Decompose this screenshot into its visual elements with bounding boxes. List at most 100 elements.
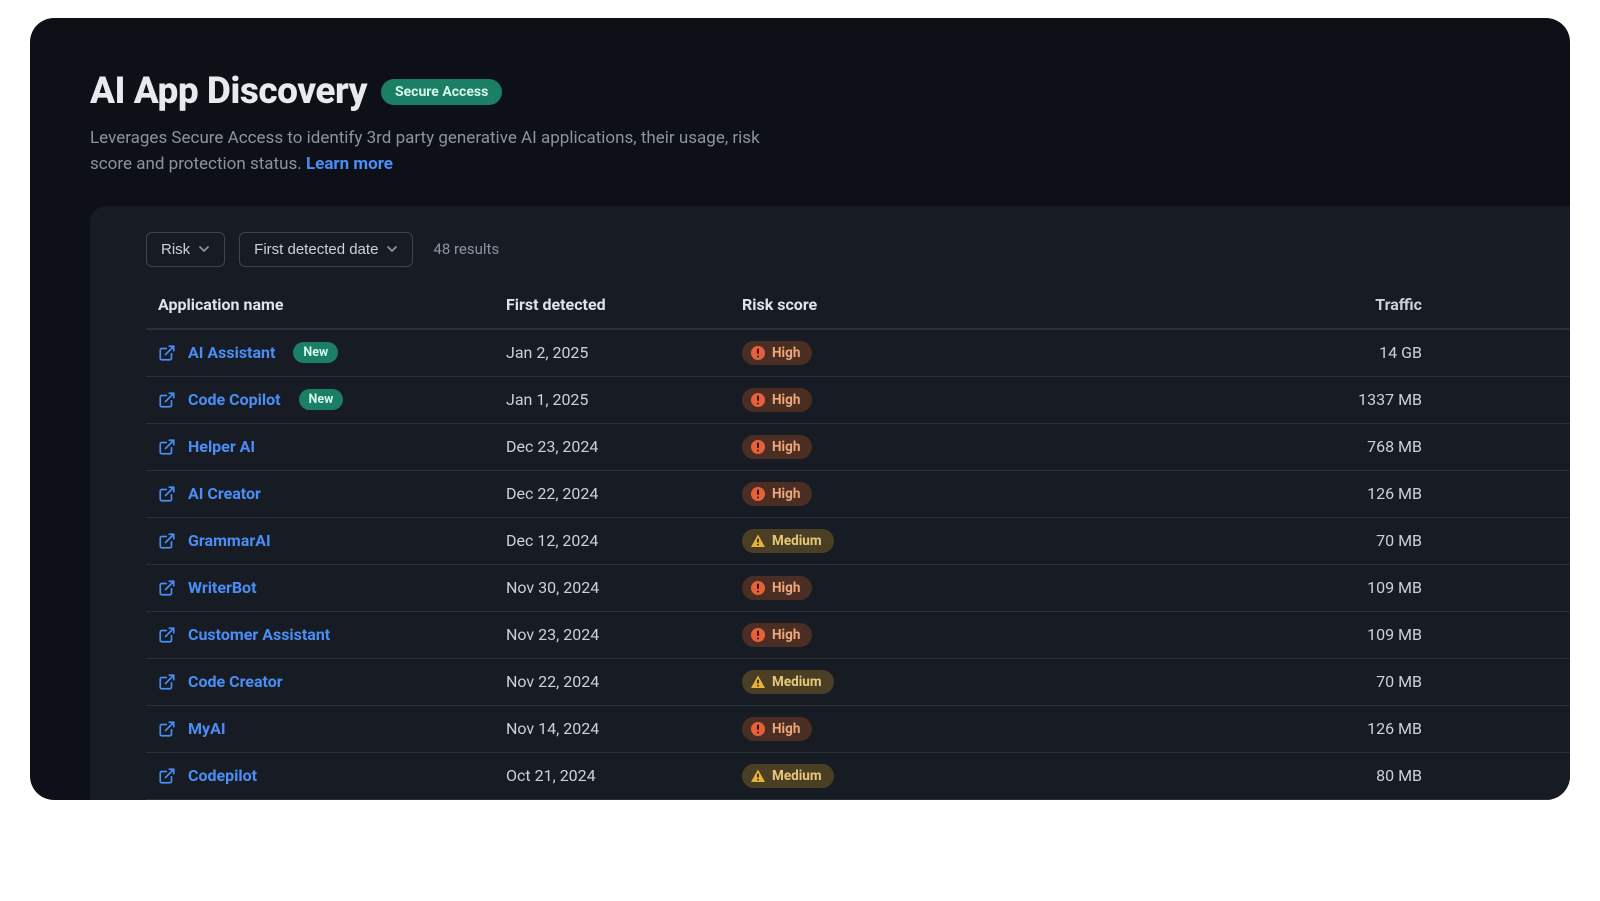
cell-app-name: WriterBot bbox=[146, 564, 506, 611]
app-link[interactable]: AI Creator bbox=[188, 484, 261, 503]
alert-triangle-icon bbox=[750, 768, 766, 784]
external-link-icon[interactable] bbox=[158, 532, 176, 550]
filter-risk-button[interactable]: Risk bbox=[146, 232, 225, 267]
risk-label: High bbox=[772, 439, 800, 455]
external-link-icon[interactable] bbox=[158, 767, 176, 785]
risk-label: High bbox=[772, 345, 800, 361]
results-count: 48 results bbox=[433, 240, 499, 258]
table-row[interactable]: GrammarAIDec 12, 2024Medium70 MB bbox=[146, 517, 1570, 564]
external-link-icon[interactable] bbox=[158, 720, 176, 738]
app-link[interactable]: WriterBot bbox=[188, 578, 257, 597]
filter-date-button[interactable]: First detected date bbox=[239, 232, 413, 267]
app-link[interactable]: Code Creator bbox=[188, 672, 283, 691]
content-card: Risk First detected date 48 results Appl… bbox=[90, 206, 1570, 800]
alert-circle-icon bbox=[750, 439, 766, 455]
risk-badge: High bbox=[742, 341, 812, 365]
cell-app-name: GrammarAI bbox=[146, 517, 506, 564]
table-row[interactable]: AI Creator Dec 22, 2024High 126 MB bbox=[146, 470, 1570, 517]
cell-first-detected: Dec 23, 2024 bbox=[506, 423, 742, 470]
alert-circle-icon bbox=[750, 486, 766, 502]
risk-label: High bbox=[772, 580, 800, 596]
cell-app-name: Customer Assistant bbox=[146, 611, 506, 658]
app-link[interactable]: Customer Assistant bbox=[188, 625, 330, 644]
alert-circle-icon bbox=[750, 345, 766, 361]
cell-first-detected: Nov 30, 2024 bbox=[506, 564, 742, 611]
alert-triangle-icon bbox=[750, 674, 766, 690]
risk-label: Medium bbox=[772, 768, 822, 784]
chevron-down-icon bbox=[198, 243, 210, 255]
risk-label: High bbox=[772, 627, 800, 643]
risk-badge: Medium bbox=[742, 670, 834, 694]
cell-risk-score: Medium bbox=[742, 752, 1172, 799]
panel: AI App Discovery Secure Access Leverages… bbox=[30, 18, 1570, 800]
title-row: AI App Discovery Secure Access bbox=[90, 70, 1510, 113]
external-link-icon[interactable] bbox=[158, 485, 176, 503]
table-row[interactable]: CodepilotOct 21, 2024Medium80 MB bbox=[146, 752, 1570, 799]
cell-risk-score: High bbox=[742, 470, 1172, 517]
cell-app-name: Helper AI bbox=[146, 423, 506, 470]
cell-risk-score: High bbox=[742, 329, 1172, 377]
cell-first-detected: Jan 1, 2025 bbox=[506, 376, 742, 423]
secure-access-badge: Secure Access bbox=[381, 79, 502, 105]
external-link-icon[interactable] bbox=[158, 344, 176, 362]
table-row[interactable]: MyAINov 14, 2024High126 MB bbox=[146, 705, 1570, 752]
cell-app-name: Codepilot bbox=[146, 752, 506, 799]
filter-risk-label: Risk bbox=[161, 241, 190, 258]
cell-traffic: 70 MB bbox=[1172, 658, 1570, 705]
col-header-date[interactable]: First detected bbox=[506, 285, 742, 329]
learn-more-link[interactable]: Learn more bbox=[306, 154, 393, 174]
table-row[interactable]: Code Creator Nov 22, 2024Medium 70 MB bbox=[146, 658, 1570, 705]
table-row[interactable]: Code CopilotNewJan 1, 2025High1337 MB bbox=[146, 376, 1570, 423]
alert-circle-icon bbox=[750, 627, 766, 643]
cell-app-name: AI Assistant New bbox=[146, 329, 506, 377]
risk-badge: High bbox=[742, 482, 812, 506]
external-link-icon[interactable] bbox=[158, 673, 176, 691]
cell-first-detected: Jan 2, 2025 bbox=[506, 329, 742, 377]
app-link[interactable]: Codepilot bbox=[188, 766, 257, 785]
external-link-icon[interactable] bbox=[158, 579, 176, 597]
cell-traffic: 126 MB bbox=[1172, 470, 1570, 517]
table-row[interactable]: Helper AI Dec 23, 2024 High 768 MB bbox=[146, 423, 1570, 470]
app-link[interactable]: Helper AI bbox=[188, 437, 255, 456]
table-row[interactable]: WriterBotNov 30, 2024High109 MB bbox=[146, 564, 1570, 611]
col-header-name[interactable]: Application name bbox=[146, 285, 506, 329]
alert-triangle-icon bbox=[750, 533, 766, 549]
risk-label: Medium bbox=[772, 533, 822, 549]
app-link[interactable]: MyAI bbox=[188, 719, 226, 738]
new-badge: New bbox=[293, 342, 338, 363]
cell-first-detected: Nov 14, 2024 bbox=[506, 705, 742, 752]
external-link-icon[interactable] bbox=[158, 626, 176, 644]
app-link[interactable]: GrammarAI bbox=[188, 531, 271, 550]
cell-app-name: Code CopilotNew bbox=[146, 376, 506, 423]
col-header-risk[interactable]: Risk score bbox=[742, 285, 1172, 329]
apps-table: Application name First detected Risk sco… bbox=[146, 285, 1570, 800]
cell-first-detected: Dec 22, 2024 bbox=[506, 470, 742, 517]
table-row[interactable]: AI AssistantNewJan 2, 2025High14 GB bbox=[146, 329, 1570, 377]
external-link-icon[interactable] bbox=[158, 438, 176, 456]
cell-traffic: 768 MB bbox=[1172, 423, 1570, 470]
cell-app-name: Code Creator bbox=[146, 658, 506, 705]
app-link[interactable]: AI Assistant bbox=[188, 343, 275, 362]
external-link-icon[interactable] bbox=[158, 391, 176, 409]
header: AI App Discovery Secure Access Leverages… bbox=[30, 18, 1570, 206]
cell-risk-score: Medium bbox=[742, 658, 1172, 705]
filter-date-label: First detected date bbox=[254, 241, 378, 258]
cell-first-detected: Oct 21, 2024 bbox=[506, 752, 742, 799]
cell-risk-score: High bbox=[742, 564, 1172, 611]
risk-badge: High bbox=[742, 576, 812, 600]
risk-badge: High bbox=[742, 435, 812, 459]
page-title: AI App Discovery bbox=[90, 70, 367, 113]
cell-app-name: MyAI bbox=[146, 705, 506, 752]
cell-traffic: 109 MB bbox=[1172, 611, 1570, 658]
table-row[interactable]: Customer AssistantNov 23, 2024High109 MB bbox=[146, 611, 1570, 658]
cell-first-detected: Nov 22, 2024 bbox=[506, 658, 742, 705]
cell-first-detected: Dec 12, 2024 bbox=[506, 517, 742, 564]
cell-risk-score: High bbox=[742, 611, 1172, 658]
toolbar: Risk First detected date 48 results bbox=[90, 232, 1570, 267]
subtitle-text: Leverages Secure Access to identify 3rd … bbox=[90, 128, 760, 174]
cell-risk-score: High bbox=[742, 423, 1172, 470]
cell-app-name: AI Creator bbox=[146, 470, 506, 517]
cell-traffic: 126 MB bbox=[1172, 705, 1570, 752]
app-link[interactable]: Code Copilot bbox=[188, 390, 281, 409]
col-header-traffic[interactable]: Traffic bbox=[1172, 285, 1570, 329]
